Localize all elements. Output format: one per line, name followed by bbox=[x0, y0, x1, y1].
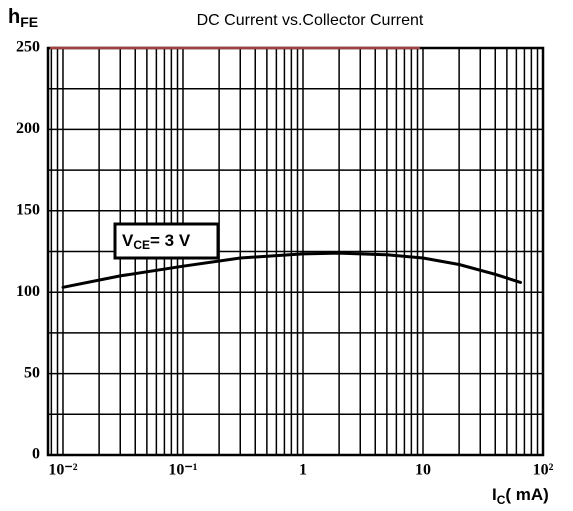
annotation-box bbox=[113, 222, 220, 260]
x-axis-label-main: I bbox=[492, 485, 497, 504]
y-tick-label: 0 bbox=[32, 446, 40, 463]
x-tick-label: 1 bbox=[299, 462, 307, 479]
annotation: VCE= 3 V bbox=[122, 231, 191, 252]
y-tick-label: 250 bbox=[16, 39, 40, 56]
y-tick-label: 150 bbox=[16, 201, 40, 218]
x-axis-label-rest: ( mA) bbox=[505, 485, 548, 504]
ticks: 0 50 100 150 200 250 10⁻² 10⁻¹ 1 10 10² bbox=[16, 39, 554, 479]
chart-title: DC Current vs.Collector Current bbox=[197, 12, 424, 29]
x-tick-label: 10⁻¹ bbox=[168, 462, 197, 479]
annotation-rest: = 3 V bbox=[150, 231, 191, 250]
annotation-main: V bbox=[122, 231, 134, 250]
x-axis-label: IC( mA) bbox=[492, 485, 549, 507]
data-line bbox=[61, 251, 522, 289]
y-tick-label: 200 bbox=[16, 120, 40, 137]
y-axis-label-sub: FE bbox=[20, 14, 38, 30]
x-axis-label-sub: C bbox=[497, 493, 506, 507]
y-axis-label-main: h bbox=[8, 6, 20, 28]
annotation-sub: CE bbox=[133, 238, 150, 252]
x-tick-label: 10² bbox=[533, 462, 554, 479]
x-tick-label: 10⁻² bbox=[48, 462, 77, 479]
y-axis-label: hFE bbox=[8, 6, 38, 29]
y-tick-label: 100 bbox=[16, 283, 40, 300]
x-tick-label: 10 bbox=[415, 462, 431, 479]
y-tick-label: 50 bbox=[24, 364, 40, 381]
lines bbox=[61, 251, 522, 289]
